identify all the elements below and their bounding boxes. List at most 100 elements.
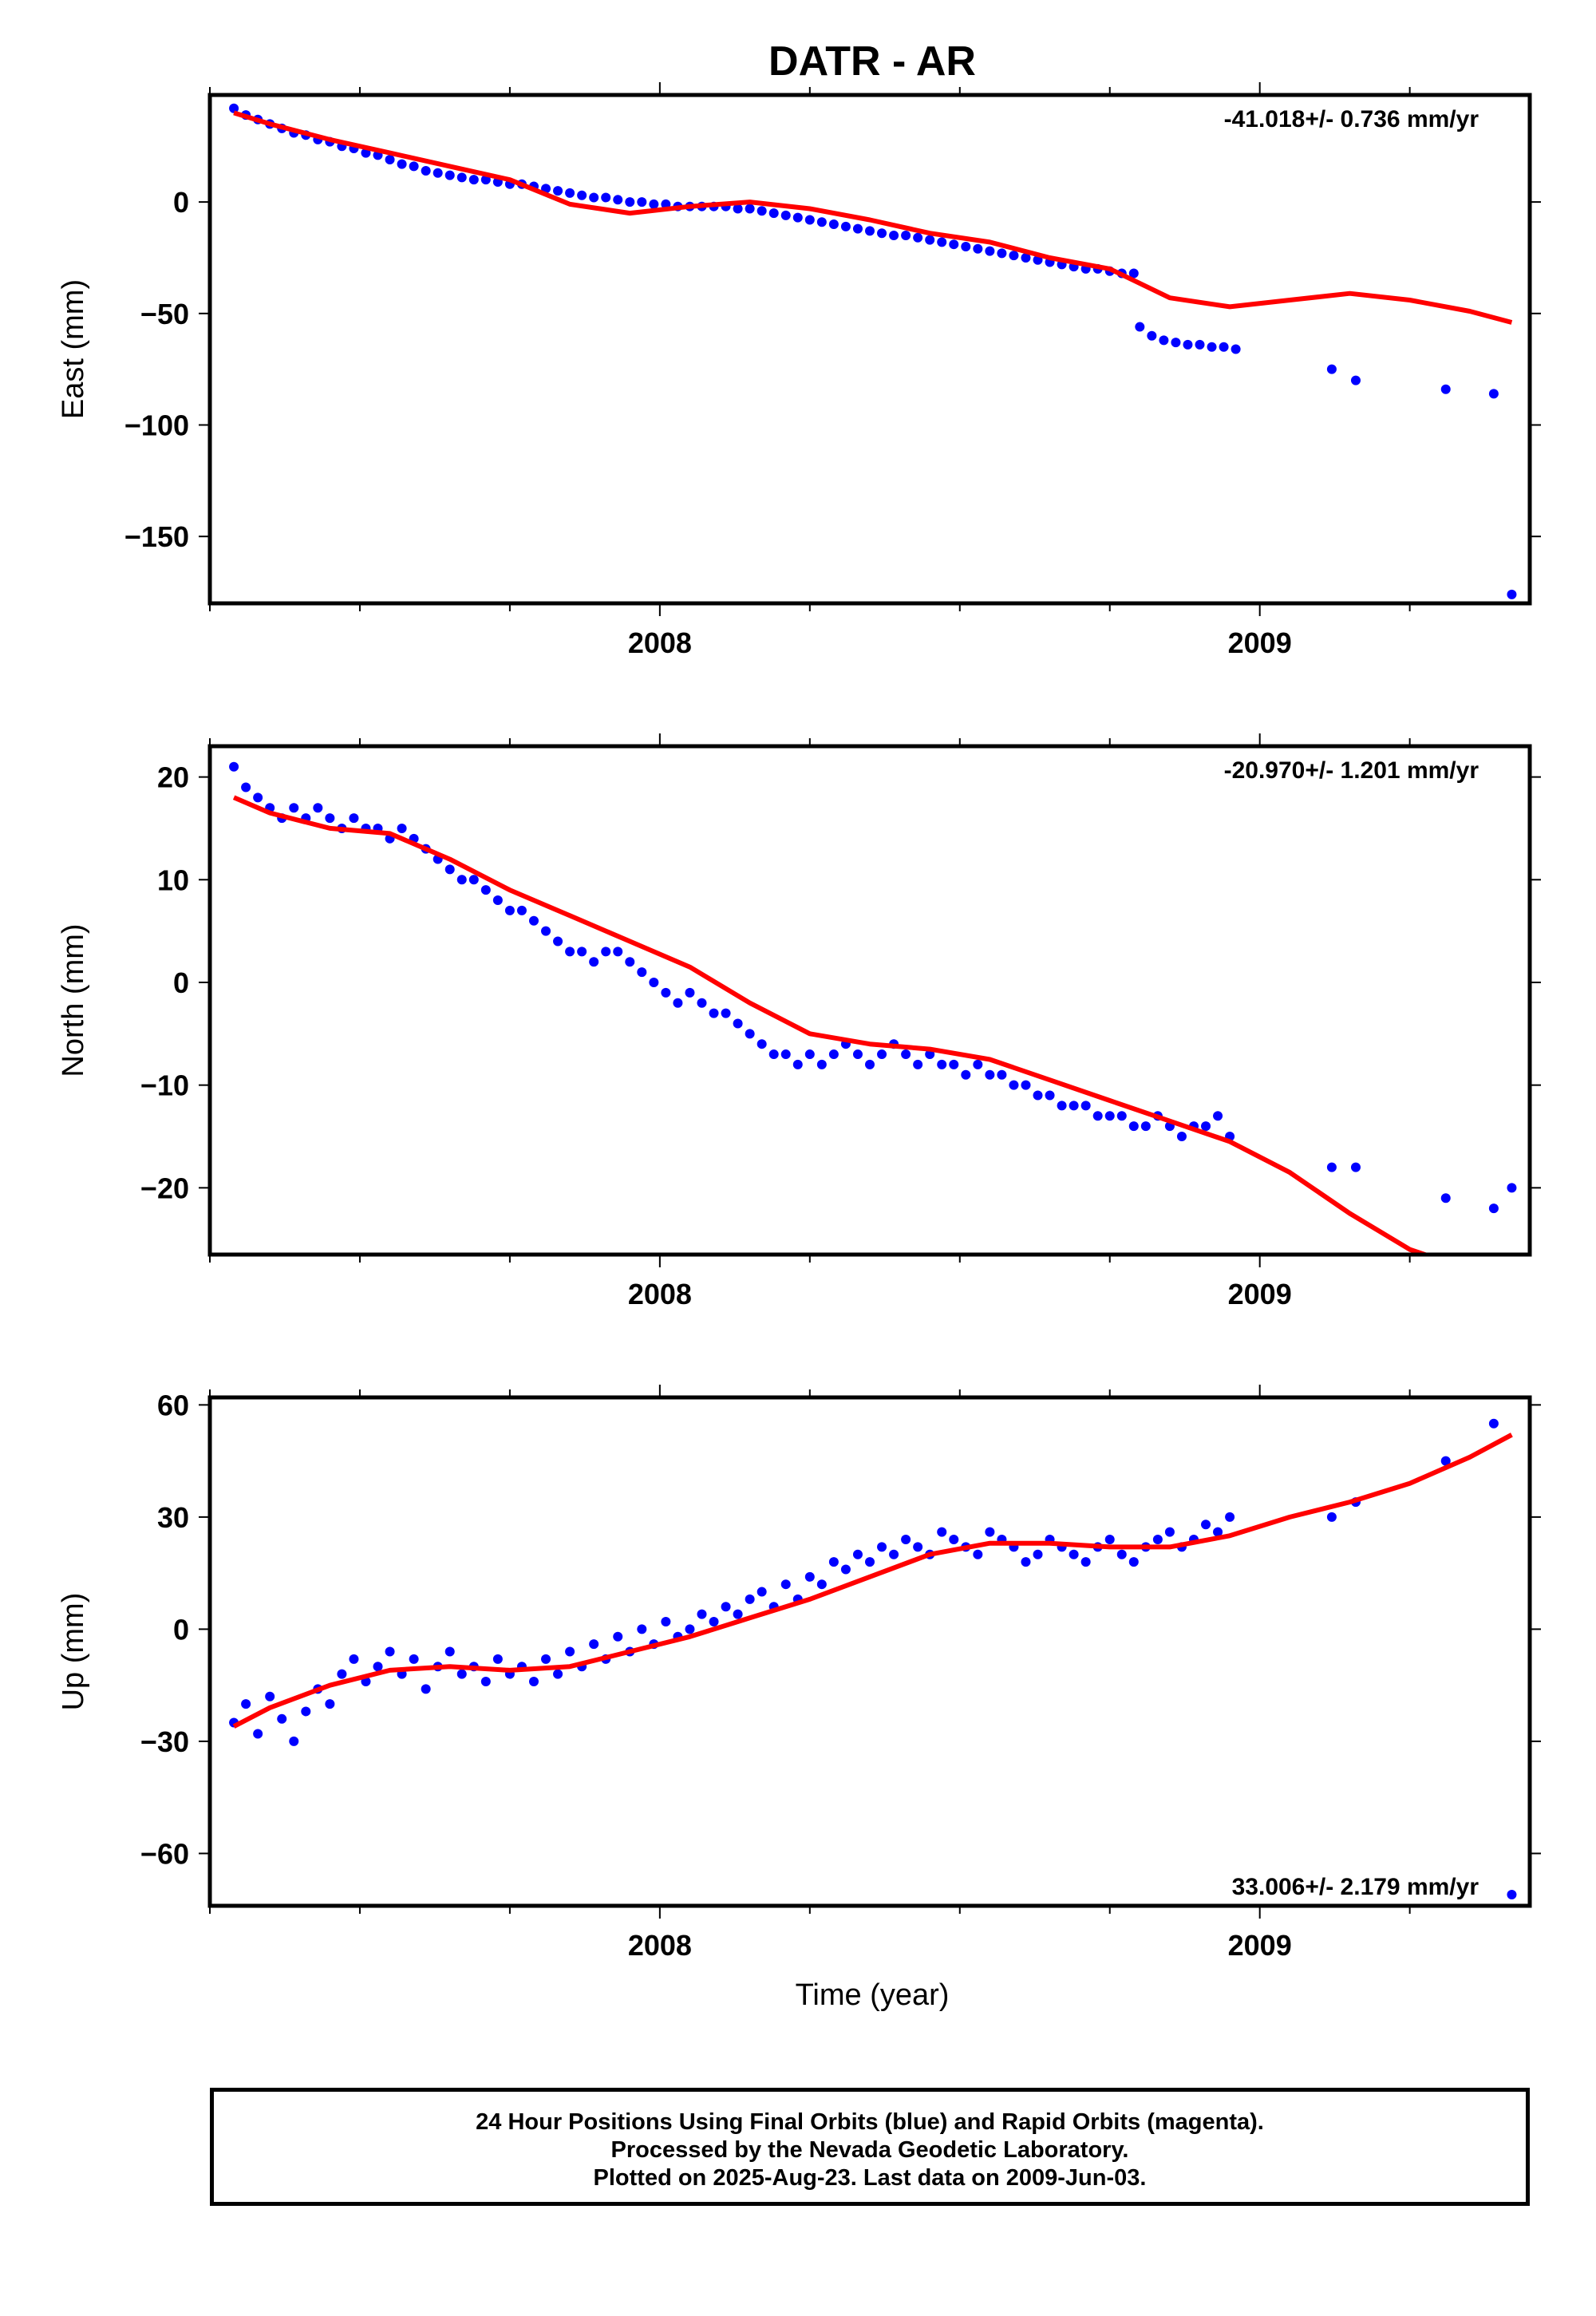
data-point <box>685 987 695 998</box>
data-point <box>1128 268 1139 279</box>
data-point <box>229 103 239 113</box>
data-point <box>889 1549 899 1559</box>
up-panel: 2008 2009 60 30 0 −30 −60 Up (mm) 33.006+/- 2.17… <box>57 1385 1541 1962</box>
data-point <box>613 947 623 957</box>
y-tick-label: 10 <box>157 864 189 896</box>
data-point <box>444 170 455 180</box>
data-point <box>1488 389 1499 399</box>
data-point <box>1201 1121 1211 1132</box>
data-point <box>804 215 815 225</box>
data-point <box>1152 1534 1163 1544</box>
data-point <box>901 1049 911 1060</box>
data-point <box>840 221 851 231</box>
data-point <box>961 1069 971 1080</box>
data-point <box>1104 1534 1115 1544</box>
data-point <box>780 210 791 220</box>
data-point <box>804 1049 815 1060</box>
data-point <box>901 231 911 241</box>
panel-frame <box>207 744 1532 1257</box>
data-point <box>468 875 479 885</box>
data-point <box>840 1564 851 1575</box>
data-point <box>1326 1162 1337 1172</box>
data-point <box>661 1617 671 1627</box>
data-point <box>804 1571 815 1582</box>
plot-area <box>229 1418 1517 1899</box>
data-point <box>816 1059 827 1069</box>
x-tick-label: 2009 <box>1228 1278 1292 1310</box>
data-point <box>421 165 431 176</box>
data-point <box>721 1602 731 1612</box>
data-point <box>577 947 587 957</box>
data-point <box>937 237 947 247</box>
data-point <box>456 172 467 183</box>
data-point <box>733 1018 743 1029</box>
data-point <box>528 915 539 926</box>
data-point <box>721 1008 731 1018</box>
data-point <box>828 1049 839 1060</box>
data-point <box>301 1706 311 1717</box>
data-point <box>613 195 623 205</box>
data-point <box>733 204 743 214</box>
data-point <box>565 1646 575 1657</box>
data-point <box>745 1029 755 1039</box>
data-point <box>492 895 503 906</box>
data-point <box>1147 330 1157 341</box>
data-point <box>1225 1512 1235 1522</box>
data-point <box>780 1049 791 1060</box>
data-point <box>337 1669 347 1679</box>
data-point <box>444 864 455 875</box>
y-tick-label: 0 <box>173 186 189 219</box>
model-fit-line <box>232 1433 1513 1729</box>
x-tick-label: 2008 <box>628 1278 692 1310</box>
data-point <box>1116 1549 1127 1559</box>
data-point <box>1350 1162 1361 1172</box>
data-point <box>433 168 443 178</box>
data-point <box>828 219 839 230</box>
data-point <box>1128 1557 1139 1567</box>
data-point <box>685 1624 695 1634</box>
data-point <box>949 239 959 250</box>
data-point <box>985 1069 995 1080</box>
data-point <box>1440 384 1451 394</box>
data-point <box>661 987 671 998</box>
data-point <box>589 192 599 203</box>
data-point <box>229 761 239 772</box>
y-tick-label: 20 <box>157 761 189 794</box>
data-point <box>1440 1456 1451 1466</box>
data-point <box>697 1609 707 1619</box>
y-tick-label: −150 <box>124 520 189 553</box>
data-point <box>1033 1549 1043 1559</box>
data-point <box>1507 1889 1517 1899</box>
model-fit-line <box>233 110 1513 325</box>
data-point <box>816 217 827 227</box>
data-point <box>444 1646 455 1657</box>
data-point <box>397 159 407 169</box>
data-point <box>1507 1183 1517 1193</box>
data-point <box>1009 251 1019 261</box>
data-point <box>949 1534 959 1544</box>
data-point <box>901 1534 911 1544</box>
y-tick-label: 30 <box>157 1501 189 1534</box>
data-point <box>1195 339 1205 350</box>
data-point <box>973 1549 983 1559</box>
data-point <box>480 1676 491 1686</box>
data-point <box>625 957 635 967</box>
data-point <box>997 1069 1007 1080</box>
data-point <box>745 204 755 214</box>
velocity-label: -20.970+/- 1.201 mm/yr <box>1224 757 1479 784</box>
data-point <box>985 246 995 256</box>
y-tick-label: −30 <box>140 1725 189 1758</box>
figure-title: DATR - AR <box>768 38 976 85</box>
data-point <box>241 782 251 792</box>
plot-area <box>229 761 1517 1255</box>
caption-line-1: 24 Hour Positions Using Final Orbits (bl… <box>476 2109 1264 2135</box>
data-point <box>865 226 875 236</box>
data-point <box>589 1639 599 1650</box>
data-point <box>1080 1101 1091 1111</box>
data-point <box>649 199 659 209</box>
data-point <box>409 161 419 172</box>
data-point <box>816 1579 827 1590</box>
east-panel: 2008 2009 0 −50 −100 −150 East (mm) -41.018+/- … <box>57 82 1541 659</box>
data-point <box>504 905 515 915</box>
data-point <box>1057 1101 1067 1111</box>
